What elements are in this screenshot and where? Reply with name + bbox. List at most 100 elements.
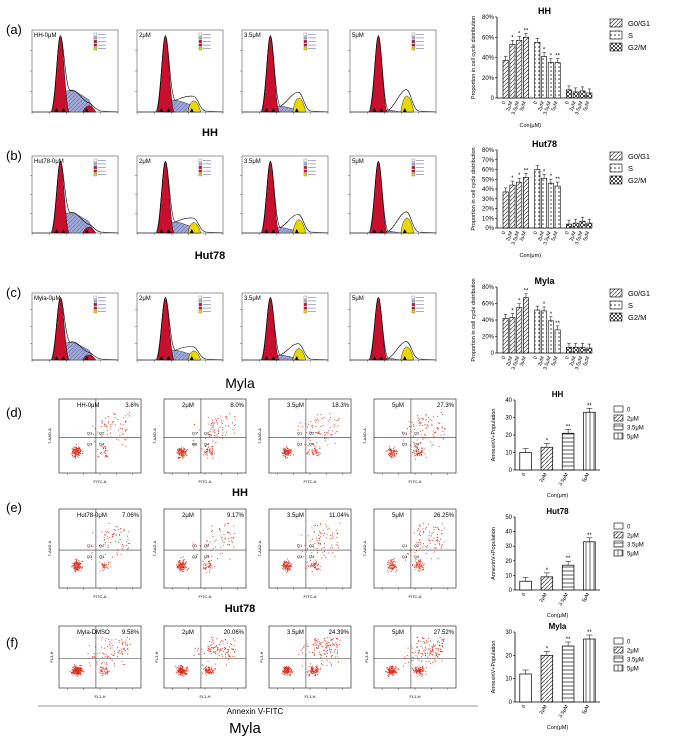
plot-frame bbox=[136, 292, 224, 361]
event-dot bbox=[421, 429, 424, 431]
event-dot bbox=[120, 531, 122, 533]
event-dot bbox=[178, 673, 180, 676]
event-dot bbox=[427, 523, 429, 525]
event-dot bbox=[207, 646, 209, 648]
event-dot bbox=[319, 642, 321, 644]
event-dot bbox=[323, 650, 325, 652]
event-dot bbox=[106, 433, 108, 435]
event-dot bbox=[419, 670, 421, 672]
event-dot bbox=[106, 424, 108, 426]
quadrant-label: Q1 bbox=[87, 543, 93, 548]
peak-marker bbox=[159, 229, 164, 233]
histogram-outline bbox=[350, 160, 437, 234]
event-dot bbox=[128, 411, 130, 414]
event-dot bbox=[418, 560, 420, 562]
event-dot bbox=[416, 656, 419, 658]
event-dot bbox=[181, 457, 183, 459]
g1-peak bbox=[369, 36, 388, 113]
event-dot bbox=[329, 413, 331, 415]
event-dot bbox=[286, 558, 288, 560]
event-dot bbox=[114, 413, 116, 415]
legend-swatch bbox=[93, 295, 98, 299]
y-tick-label: 10% bbox=[482, 216, 495, 222]
event-dot bbox=[441, 413, 444, 416]
event-dot bbox=[185, 673, 187, 675]
event-dot bbox=[74, 664, 76, 666]
event-dot bbox=[297, 441, 299, 443]
event-dot bbox=[422, 418, 424, 420]
x-tick-label: 3.5μM bbox=[574, 356, 584, 371]
event-dot bbox=[329, 547, 331, 549]
chart-title: Myla bbox=[534, 276, 555, 286]
event-dot bbox=[308, 449, 310, 451]
event-dot bbox=[337, 646, 339, 648]
event-dot bbox=[215, 539, 217, 541]
plot-frame bbox=[163, 508, 247, 589]
event-dot bbox=[326, 533, 328, 535]
quadrant-label: Q3 bbox=[297, 554, 303, 559]
event-dot bbox=[104, 553, 107, 555]
event-dot bbox=[120, 651, 122, 653]
event-dot bbox=[214, 429, 216, 431]
legend-swatch bbox=[198, 310, 203, 314]
event-dot bbox=[331, 639, 333, 641]
event-dot bbox=[393, 560, 395, 562]
event-dot bbox=[125, 429, 127, 431]
event-dot bbox=[98, 456, 100, 458]
bar bbox=[566, 89, 572, 99]
x-tick-label: 0 bbox=[564, 355, 571, 360]
event-dot bbox=[394, 561, 396, 563]
event-dots bbox=[69, 636, 131, 677]
event-dot bbox=[289, 668, 291, 670]
event-dot bbox=[331, 534, 333, 536]
quadrant-label: Q4 bbox=[99, 441, 105, 446]
event-dot bbox=[100, 663, 102, 665]
event-dot bbox=[216, 646, 218, 648]
event-dot bbox=[100, 670, 102, 672]
event-dot bbox=[321, 547, 323, 549]
event-dot bbox=[437, 540, 439, 542]
event-dot bbox=[108, 671, 110, 673]
event-dot bbox=[77, 448, 79, 450]
event-dot bbox=[419, 524, 421, 526]
event-dot bbox=[104, 640, 107, 642]
quadrant-label: Q2 bbox=[99, 430, 105, 435]
event-dot bbox=[104, 446, 106, 448]
event-dot bbox=[314, 445, 316, 447]
event-dots bbox=[70, 411, 130, 459]
bar bbox=[519, 580, 532, 591]
event-dot bbox=[314, 669, 316, 671]
event-dot bbox=[443, 638, 445, 640]
event-dot bbox=[319, 433, 321, 435]
event-dot bbox=[205, 568, 207, 571]
event-dot bbox=[178, 451, 180, 453]
event-dot bbox=[72, 447, 74, 449]
y-tick-label: 30 bbox=[505, 544, 512, 550]
legend-swatch bbox=[303, 166, 308, 169]
event-dot bbox=[326, 641, 328, 643]
event-dot bbox=[193, 443, 195, 445]
event-dot bbox=[109, 640, 111, 642]
event-dot bbox=[179, 566, 181, 568]
event-dot bbox=[433, 431, 435, 434]
event-dot bbox=[316, 670, 318, 672]
event-dot bbox=[225, 656, 227, 658]
histogram-legend bbox=[411, 295, 424, 314]
event-dot bbox=[315, 451, 317, 454]
event-dot bbox=[311, 667, 313, 669]
event-dot bbox=[392, 453, 394, 455]
event-dot bbox=[287, 569, 289, 571]
event-dot bbox=[413, 450, 415, 452]
event-dot bbox=[209, 541, 211, 543]
significance-marker: ** bbox=[524, 168, 529, 174]
event-dot bbox=[228, 659, 230, 661]
event-dot bbox=[315, 667, 317, 669]
event-dot bbox=[225, 434, 227, 436]
bar bbox=[586, 92, 593, 99]
event-dot bbox=[434, 547, 436, 549]
event-dot bbox=[224, 648, 226, 650]
event-dot bbox=[431, 532, 433, 535]
